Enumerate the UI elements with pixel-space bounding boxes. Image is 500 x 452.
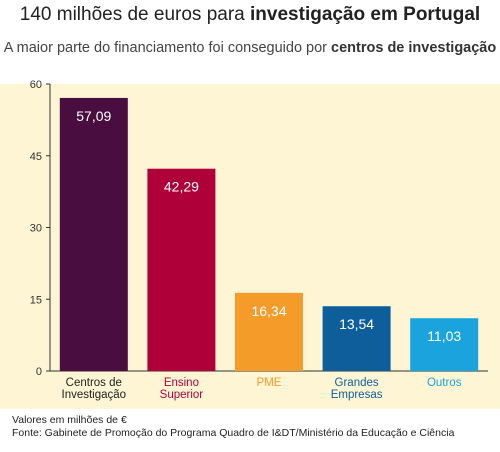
bar <box>147 168 216 371</box>
x-tick-label: Grandes <box>335 377 379 389</box>
y-tick-label: 15 <box>30 294 42 306</box>
x-tick-label: PME <box>257 377 282 389</box>
bar <box>410 318 479 371</box>
bar <box>322 306 391 371</box>
x-tick-label: Outros <box>427 377 462 389</box>
bar-value-label: 57,09 <box>76 108 111 124</box>
chart-title-bold: investigação em Portugal <box>250 4 481 25</box>
chart-subtitle: A maior parte do financiamento foi conse… <box>0 40 500 56</box>
chart-subtitle-bold: centros de investigação <box>331 40 497 56</box>
y-tick-label: 45 <box>30 151 42 163</box>
y-tick-label: 30 <box>30 223 42 235</box>
bar-value-label: 16,34 <box>251 303 286 319</box>
x-tick-label: Ensino <box>164 377 199 389</box>
y-tick-label: 60 <box>30 79 42 91</box>
footnotes: Valores em milhões de € Fonte: Gabinete … <box>12 414 454 440</box>
x-tick-label: Superior <box>160 389 204 401</box>
x-tick-label: Investigação <box>62 389 127 401</box>
units-note: Valores em milhões de € <box>12 414 127 426</box>
chart-title: 140 milhões de euros para investigação e… <box>0 4 500 26</box>
bar-value-label: 11,03 <box>427 328 461 344</box>
bar <box>59 97 128 372</box>
y-tick-label: 0 <box>36 366 42 378</box>
chart-title-prefix: 140 milhões de euros para <box>19 4 251 25</box>
x-tick-label: Centros de <box>66 377 122 389</box>
bar-value-label: 13,54 <box>339 316 374 332</box>
chart-subtitle-prefix: A maior parte do financiamento foi conse… <box>3 40 332 56</box>
bar-value-label: 42,29 <box>164 179 199 195</box>
source-note: Fonte: Gabinete de Promoção do Programa … <box>12 427 455 439</box>
bar <box>235 292 303 371</box>
x-tick-label: Empresas <box>331 389 383 401</box>
